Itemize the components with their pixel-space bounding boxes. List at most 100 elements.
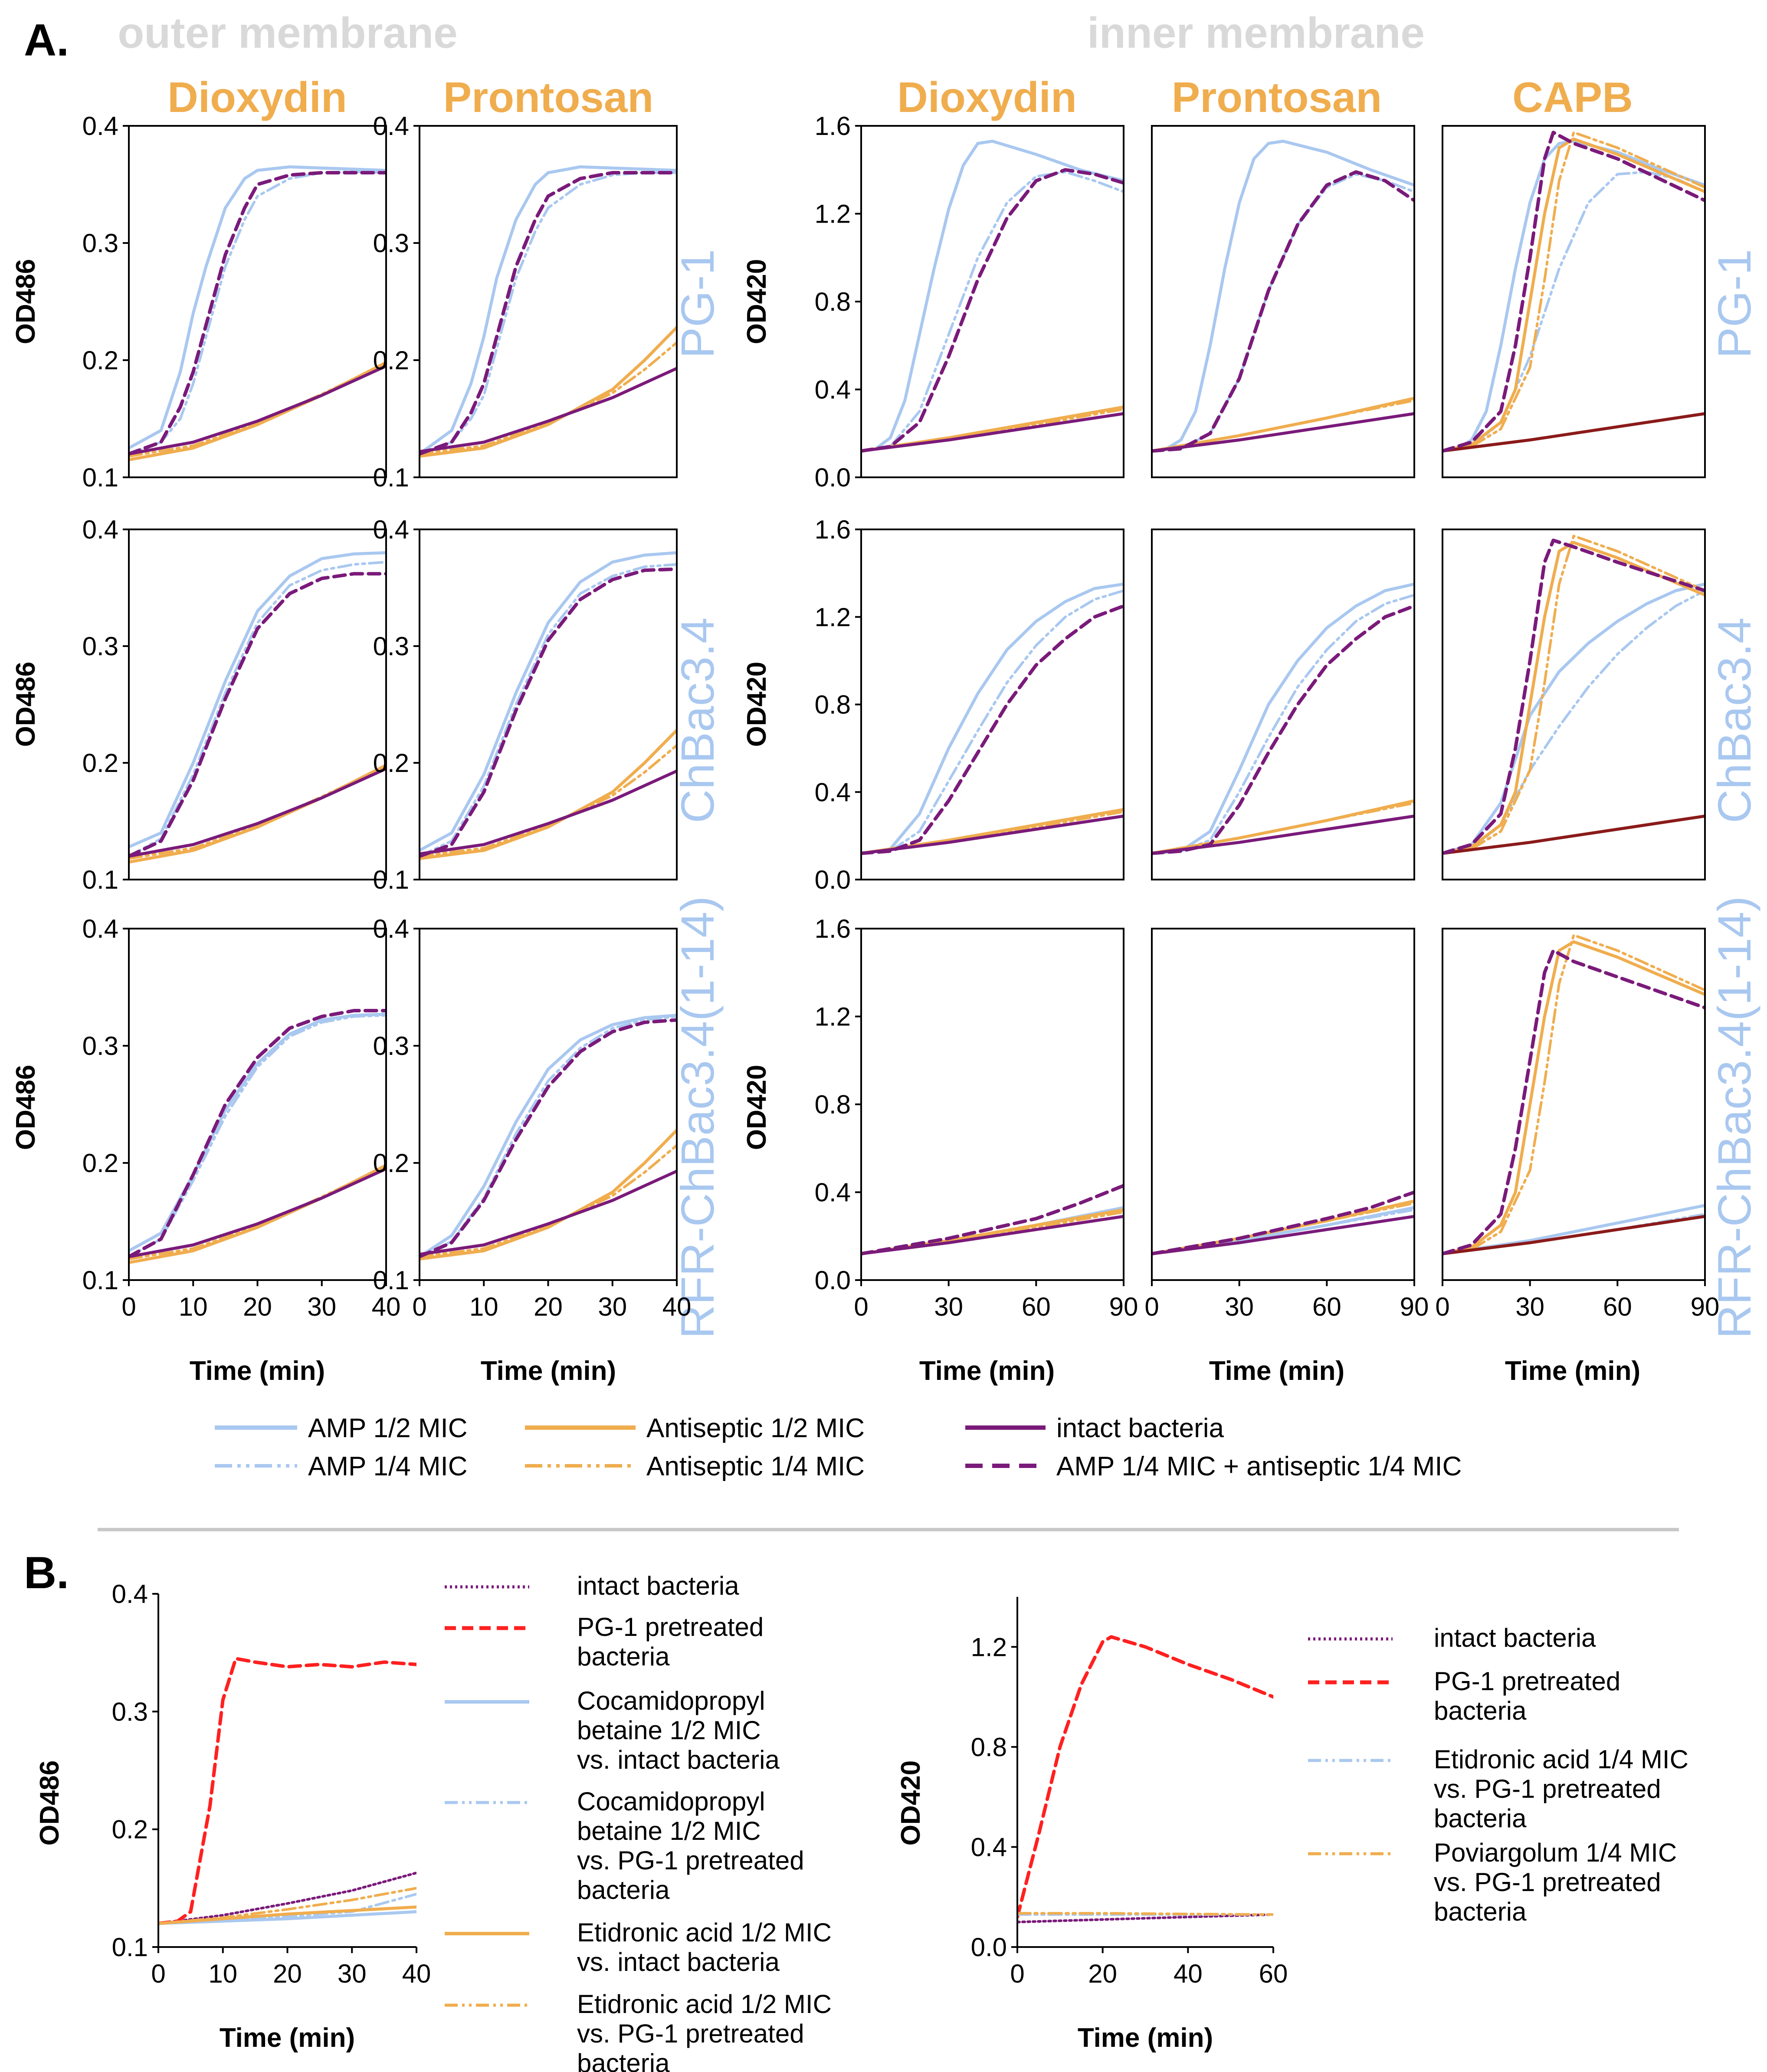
b-right-xlabel: Time (min): [1078, 2023, 1213, 2053]
series-line-intact: [129, 767, 386, 858]
x-tick-label: 20: [273, 1959, 302, 1988]
y-tick-label: 0.2: [82, 1149, 118, 1178]
series-line-ant_quarter: [420, 341, 677, 455]
x-tick-label: 20: [243, 1292, 272, 1321]
x-tick-label: 0: [1010, 1959, 1024, 1988]
series-line-intact: [129, 1167, 386, 1258]
series-line-intact: [1442, 1215, 1705, 1255]
series-line-combo: [861, 168, 1124, 453]
series-line-amp_half: [861, 139, 1124, 453]
y-tick-label: 0.2: [82, 346, 118, 375]
row-title-outer-pg1: PG-1: [671, 249, 724, 358]
series-line-intact: [1442, 412, 1705, 453]
series-line-combo: [129, 572, 386, 858]
x-tick-label: 40: [1174, 1959, 1203, 1988]
series-line-amp_quarter: [420, 1015, 677, 1258]
series-line-combo: [420, 1018, 677, 1258]
series-line-ant_half: [129, 1163, 386, 1264]
y-tick-label: 0.2: [82, 749, 118, 778]
series-line-ant_half: [420, 729, 677, 860]
chart-a-inner-capb-pg1: [1442, 125, 1706, 478]
y-tick-label: 0.3: [82, 1031, 118, 1061]
b-right-ylabel: OD420: [896, 1760, 926, 1845]
y-tick-label: 0.3: [112, 1697, 148, 1726]
series-group: [1017, 1635, 1273, 1924]
series-line-amp_half: [861, 582, 1124, 855]
x-tick-label: 90: [1400, 1292, 1429, 1321]
col-title-inner-capb: CAPB: [1512, 73, 1633, 121]
y-tick-label: 0.2: [373, 1149, 409, 1178]
col-title-outer-prontosan: Prontosan: [443, 73, 654, 121]
b-left-xlabel: Time (min): [220, 2023, 355, 2053]
series-line-amp_half: [1152, 582, 1414, 855]
series-line-combo: [1442, 131, 1705, 453]
y-tick-label: 0.3: [82, 229, 118, 258]
plot-frame: [1151, 125, 1415, 478]
y-tick-label: 1.2: [971, 1632, 1007, 1662]
chart-a-inner-prontosan-chbac: [1151, 529, 1415, 880]
x-tick-label: 40: [372, 1292, 401, 1321]
series-group: [1442, 131, 1705, 453]
series-line-amp_half: [129, 551, 386, 849]
chart-a-outer-prontosan-rfr: 0.1 0.2 0.3 0.4 0 10 20 30 40: [373, 914, 692, 1321]
legend-label-line: intact bacteria: [1434, 1623, 1596, 1652]
x-tick-label: 30: [1225, 1292, 1254, 1321]
chart-a-inner-capb-rfr: 0 30 60 90: [1435, 928, 1719, 1321]
y-tick-label: 0.4: [971, 1832, 1007, 1862]
series-line-amp_quarter: [1152, 594, 1414, 855]
col-title-inner-dioxydin: Dioxydin: [897, 73, 1077, 121]
series-line-amp_half: [1442, 1204, 1705, 1255]
y-tick-label: 0.0: [815, 463, 851, 492]
xlabel-outer-prontosan: Time (min): [481, 1356, 616, 1386]
series-line-intact: [420, 769, 677, 856]
series-group: [420, 165, 677, 458]
panels: 0.10.20.30.40.10.20.30.40.00.40.81.21.60…: [82, 112, 1720, 1988]
y-tick-label: 1.6: [815, 112, 851, 141]
chart-a-outer-prontosan-chbac: 0.1 0.2 0.3 0.4: [373, 515, 678, 894]
legend-label-line: Cocamidopropyl: [577, 1787, 765, 1816]
y-tick-label: 0.2: [373, 749, 409, 778]
legend-label-line: PG-1 pretreated: [577, 1612, 764, 1642]
ylabel-inner-row1: OD420: [742, 259, 772, 344]
x-tick-label: 0: [151, 1959, 165, 1988]
series-line-intact: [1152, 1215, 1414, 1255]
series-line-ant_quarter: [129, 765, 386, 860]
x-tick-label: 10: [179, 1292, 208, 1321]
series-group: [1152, 1190, 1414, 1256]
plot-frame: [1442, 928, 1706, 1281]
legend-label-line: bacteria: [577, 1875, 670, 1905]
series-line-combo: [129, 1009, 386, 1258]
plot-frame: [1151, 529, 1415, 880]
series-line-combo: [861, 1184, 1124, 1256]
y-tick-label: 0.3: [373, 632, 409, 661]
plot-frame: [1442, 529, 1706, 880]
series-line-combo: [1152, 170, 1414, 453]
series-line-ant_half: [420, 325, 677, 458]
legend-label-line: vs. PG-1 pretreated: [577, 2019, 804, 2048]
series-line-ant_half: [129, 763, 386, 864]
plot-frame: [128, 529, 387, 880]
ylabel-inner-row2: OD420: [742, 662, 772, 747]
chart-b-left: 0.1 0.2 0.3 0.4 0 10 20 30 40: [112, 1579, 431, 1988]
series-line-amp_half: [129, 165, 386, 450]
y-tick-label: 0.0: [971, 1933, 1007, 1962]
y-tick-label: 0.4: [82, 112, 118, 141]
y-tick-label: 0.1: [82, 463, 118, 492]
y-tick-label: 0.4: [112, 1579, 148, 1609]
series-line-ant_quarter: [1017, 1912, 1273, 1916]
x-tick-label: 20: [1088, 1959, 1117, 1988]
y-tick-label: 0.2: [112, 1815, 148, 1844]
series-line-ant_quarter: [158, 1887, 416, 1925]
series-group: [1152, 139, 1414, 453]
plot-frame: [1442, 125, 1706, 478]
legend-label-line: bacteria: [1434, 1804, 1527, 1833]
series-line-ant_half: [420, 1128, 677, 1261]
legend-label-line: bacteria: [577, 1642, 670, 1671]
x-tick-label: 30: [598, 1292, 627, 1321]
y-tick-label: 0.4: [82, 914, 118, 943]
y-tick-label: 0.3: [373, 229, 409, 258]
legend-label-line: bacteria: [577, 2049, 670, 2072]
